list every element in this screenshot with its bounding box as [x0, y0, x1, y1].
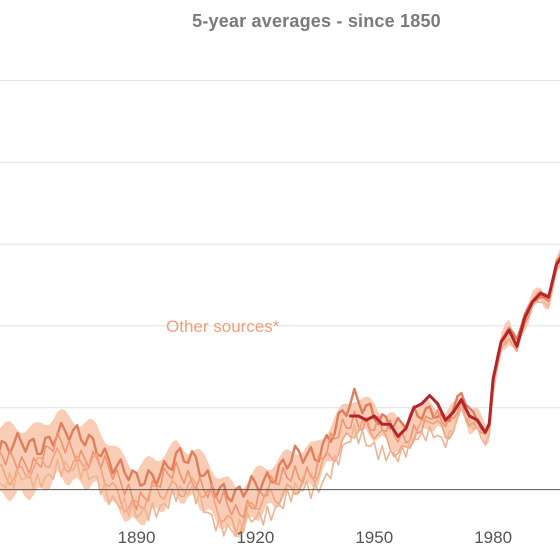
- x-tick-label: 1920: [236, 528, 274, 547]
- annotation-other-sources: Other sources*: [166, 317, 280, 336]
- uncertainty-band: [0, 248, 560, 538]
- other-source-line: [0, 263, 560, 538]
- x-tick-label: 1950: [355, 528, 393, 547]
- main-series-line: [349, 256, 560, 438]
- x-tick-label: 1890: [118, 528, 156, 547]
- chart-title: 5-year averages - since 1850: [192, 11, 441, 31]
- x-tick-label: 1980: [474, 528, 512, 547]
